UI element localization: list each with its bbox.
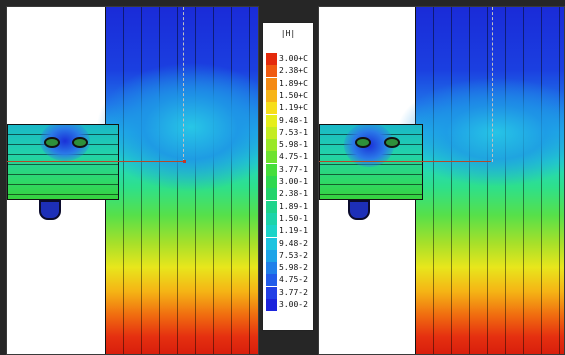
right-field-viewport[interactable]	[318, 6, 565, 355]
centerline-horizontal	[319, 161, 491, 162]
left-field-viewport[interactable]	[6, 6, 259, 355]
clamp-icon	[39, 200, 61, 220]
legend-swatch	[266, 77, 277, 90]
legend-label: 3.77-2	[279, 287, 308, 297]
bolt-head-icon	[72, 137, 88, 148]
bolt-head-icon	[355, 137, 371, 148]
legend-entry: 3.77-1	[266, 163, 312, 176]
legend-entry: 4.75-2	[266, 274, 312, 287]
legend-label: 1.50-1	[279, 213, 308, 223]
legend-swatch	[266, 286, 277, 299]
legend-entry: 1.89-1	[266, 200, 312, 213]
legend-label: 7.53-2	[279, 250, 308, 260]
vertical-pipe-right	[396, 7, 564, 354]
legend-swatch	[266, 89, 277, 102]
legend-swatch	[266, 212, 277, 225]
legend-entry: 3.77-2	[266, 286, 312, 299]
legend-swatch	[266, 200, 277, 213]
legend-swatch	[266, 262, 277, 275]
legend-swatch	[266, 225, 277, 238]
color-scale-legend: |H| 3.00+C 2.38+C 1.89+C 1.50+C 1.19+C 9.48-1…	[262, 22, 314, 331]
legend-swatch	[266, 114, 277, 127]
legend-label: 2.38+C	[279, 66, 308, 76]
legend-swatch	[266, 237, 277, 250]
legend-label: 3.77-1	[279, 164, 308, 174]
legend-swatch	[266, 176, 277, 188]
legend-label: 3.00+C	[279, 54, 308, 63]
legend-label: 4.75-2	[279, 275, 308, 285]
legend-label: 3.00-1	[279, 177, 308, 186]
legend-label: 9.48-1	[279, 115, 308, 125]
legend-entry: 1.50+C	[266, 89, 312, 102]
legend-entry: 9.48-2	[266, 237, 312, 250]
legend-label: 7.53-1	[279, 127, 308, 137]
legend-swatch	[266, 188, 277, 201]
legend-entry: 7.53-1	[266, 126, 312, 139]
legend-label: 1.19-1	[279, 226, 308, 236]
legend-entry: 3.00+C	[266, 53, 312, 65]
legend-label: 5.98-2	[279, 263, 308, 273]
legend-swatch	[266, 299, 277, 311]
vertical-pipe-left	[96, 7, 258, 354]
centerline-vertical	[183, 7, 184, 162]
legend-entry: 5.98-1	[266, 139, 312, 152]
legend-label: 1.19+C	[279, 103, 308, 113]
centerline-vertical	[492, 7, 493, 162]
legend-swatch	[266, 65, 277, 78]
centerline-horizontal	[7, 161, 185, 162]
legend-swatch	[266, 139, 277, 152]
legend-label: 3.00-2	[279, 300, 308, 309]
legend-label: 1.89-1	[279, 201, 308, 211]
origin-marker	[183, 160, 186, 163]
legend-swatch	[266, 102, 277, 115]
legend-label: 4.75-1	[279, 152, 308, 162]
legend-swatch	[266, 126, 277, 139]
horizontal-branch-left	[7, 124, 119, 200]
legend-entry: 5.98-2	[266, 262, 312, 275]
legend-entry: 2.38-1	[266, 188, 312, 201]
legend-entry: 1.50-1	[266, 212, 312, 225]
legend-swatch	[266, 249, 277, 262]
bolt-head-icon	[384, 137, 400, 148]
legend-swatch	[266, 274, 277, 287]
legend-entry: 2.38+C	[266, 65, 312, 78]
legend-entry: 1.89+C	[266, 77, 312, 90]
legend-swatch	[266, 163, 277, 176]
legend-label: 1.89+C	[279, 78, 308, 88]
legend-entry: 3.00-2	[266, 299, 312, 311]
field-gradient-bulge	[96, 62, 258, 192]
legend-entry: 3.00-1	[266, 176, 312, 188]
bolt-head-icon	[44, 137, 60, 148]
legend-label: 9.48-2	[279, 238, 308, 248]
legend-entry: 1.19+C	[266, 102, 312, 115]
field-gradient-bulge	[396, 77, 564, 187]
legend-title: |H|	[280, 29, 296, 38]
legend-entry: 7.53-2	[266, 249, 312, 262]
legend-entry: 9.48-1	[266, 114, 312, 127]
legend-swatch	[266, 53, 277, 65]
legend-swatch	[266, 151, 277, 164]
legend-entry: 1.19-1	[266, 225, 312, 238]
legend-label: 5.98-1	[279, 140, 308, 150]
legend-entry: 4.75-1	[266, 151, 312, 164]
legend-label: 1.50+C	[279, 90, 308, 100]
horizontal-branch-right	[319, 124, 423, 200]
clamp-icon	[348, 200, 370, 220]
legend-label: 2.38-1	[279, 189, 308, 199]
